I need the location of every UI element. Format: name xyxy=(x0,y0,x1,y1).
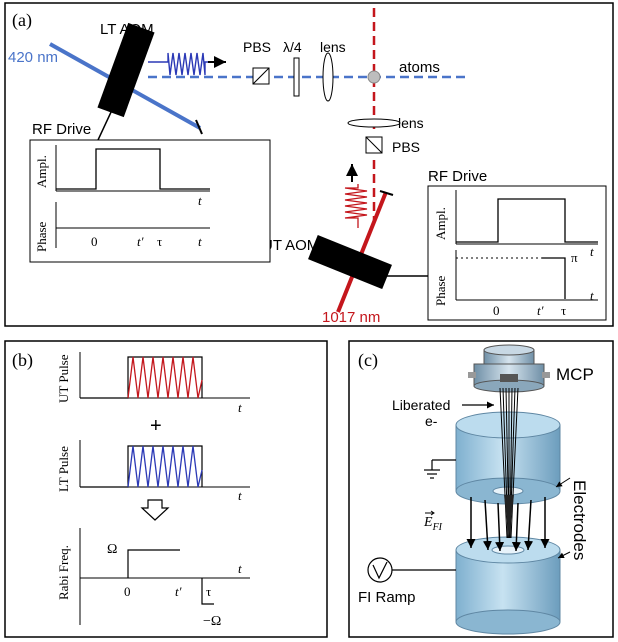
rabi-tprime: t′ xyxy=(175,584,182,599)
ut-aom-label: UT AOM xyxy=(262,237,319,254)
lens-top-label: lens xyxy=(320,39,346,55)
quarter-wave-label: λ/4 xyxy=(283,39,302,55)
lt-phase-tau: τ xyxy=(157,234,162,249)
electron-label: e- xyxy=(425,413,438,429)
rabi-omega: Ω xyxy=(107,542,117,557)
lens-right xyxy=(347,118,401,128)
lt-aom xyxy=(97,22,155,118)
panel-c-border xyxy=(348,340,614,638)
rabi-tau: τ xyxy=(206,584,211,599)
liberated-label: Liberated xyxy=(392,397,450,413)
ut-phase-label: Phase xyxy=(433,275,448,306)
ut-pulse-label: UT Pulse xyxy=(56,354,71,403)
lt-rf-wave xyxy=(148,52,212,76)
rabi-label: Rabi Freq. xyxy=(56,545,71,600)
down-arrow-icon xyxy=(140,499,170,521)
rf-drive-right-box xyxy=(427,185,607,321)
pbs-right-diagonal xyxy=(365,136,383,154)
lt-pulse-envelope xyxy=(80,445,203,488)
ut-ampl-pulse xyxy=(456,198,598,243)
panel-a: (a) 420 nm LT AOM PBS λ/4 lens atoms len… xyxy=(4,2,614,327)
ut-pulse-carrier xyxy=(127,356,203,399)
atoms-dot xyxy=(367,70,381,84)
rabi-t: t xyxy=(238,561,242,576)
rabi-neg-omega: −Ω xyxy=(203,614,221,629)
fi-ramp-waveform xyxy=(372,561,388,580)
ut-phase-pi: π xyxy=(571,250,578,265)
rf-drive-right-label: RF Drive xyxy=(428,168,487,185)
lt-ampl-label: Ampl. xyxy=(34,155,49,188)
wavelength-red-label: 1017 nm xyxy=(322,309,380,326)
lt-pulse-t: t xyxy=(238,488,242,503)
pbs-top-label: PBS xyxy=(243,39,271,55)
ut-phase-tau: τ xyxy=(561,303,566,318)
efield-vector-head xyxy=(430,510,435,516)
lt-phase-label: Phase xyxy=(34,221,49,252)
lens-top xyxy=(322,52,334,102)
rabi-positive xyxy=(127,549,180,578)
ut-ampl-label: Ampl. xyxy=(433,207,448,240)
ut-rf-wave xyxy=(344,184,368,228)
pbs-right-label: PBS xyxy=(392,139,420,155)
lt-aom-label: LT AOM xyxy=(100,21,154,38)
mcp-detector xyxy=(468,344,550,393)
electrodes-pointer-bottom xyxy=(557,551,571,559)
plus-sign: + xyxy=(150,415,162,437)
ut-ampl-t: t xyxy=(590,244,594,259)
ut-phase-tprime: t′ xyxy=(537,303,544,318)
rabi-zero: 0 xyxy=(124,584,131,599)
lt-phase-tprime: t′ xyxy=(137,234,144,249)
panel-a-tag: (a) xyxy=(12,10,32,31)
lt-pulse-carrier xyxy=(127,445,203,488)
lt-pulse-label: LT Pulse xyxy=(56,446,71,492)
efield-label: EFI xyxy=(423,515,443,533)
ut-phase-zero: 0 xyxy=(493,303,500,318)
rabi-negative xyxy=(201,578,214,605)
lt-ampl-t: t xyxy=(198,193,202,208)
panel-b-tag: (b) xyxy=(12,350,33,371)
pbs-top-diagonal xyxy=(252,67,270,85)
ground-icon xyxy=(424,459,456,479)
mcp-label: MCP xyxy=(556,365,594,384)
ut-phase-step xyxy=(542,257,566,299)
wavelength-blue-label: 420 nm xyxy=(8,49,58,66)
lt-phase-zero: 0 xyxy=(91,234,98,249)
red-beam-stop-mark xyxy=(379,190,394,196)
fi-ramp-label: FI Ramp xyxy=(358,589,416,606)
ut-aom xyxy=(308,234,392,290)
ut-pulse-t: t xyxy=(238,400,242,415)
panel-a-border xyxy=(4,2,614,327)
panel-b-border xyxy=(4,340,328,638)
ut-phase-t: t xyxy=(590,288,594,303)
blue-beam-stop-mark xyxy=(195,119,203,135)
atoms-label: atoms xyxy=(399,59,440,76)
panel-c: (c) MCP xyxy=(348,340,614,638)
lower-electrode xyxy=(455,536,561,635)
electrodes-pointer-top xyxy=(555,477,571,488)
quarter-wave-plate xyxy=(293,57,300,97)
red-beam-in xyxy=(336,191,388,313)
electron-cone xyxy=(504,495,514,538)
panel-c-tag: (c) xyxy=(358,350,378,371)
fi-ramp-source-icon xyxy=(367,557,393,583)
lt-aom-rf-line xyxy=(97,109,113,141)
rf-drive-left-box xyxy=(29,139,271,263)
lens-right-label: lens xyxy=(398,115,424,131)
lt-phase-t: t xyxy=(198,234,202,249)
panel-b: (b) t UT Pulse + t LT Pulse Ω −Ω 0 t′ τ … xyxy=(4,340,328,638)
ut-pulse-envelope xyxy=(80,356,203,399)
lt-ampl-pulse xyxy=(56,148,210,190)
field-arrows xyxy=(466,497,550,552)
electrodes-label: Electrodes xyxy=(570,480,589,560)
rf-drive-left-label: RF Drive xyxy=(32,121,91,138)
